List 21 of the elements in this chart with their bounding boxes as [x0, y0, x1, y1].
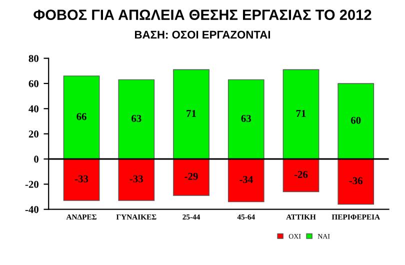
data-label: -34	[240, 176, 253, 184]
y-tick-label: 40	[28, 105, 38, 112]
y-tick-label: 0	[34, 156, 38, 163]
data-label: 66	[76, 113, 86, 120]
data-label: -33	[130, 175, 143, 182]
y-tick-label: 80	[28, 54, 38, 62]
data-label: 60	[351, 116, 361, 124]
y-tick-label: -20	[25, 180, 38, 188]
data-label: 63	[241, 114, 251, 122]
chart-subtitle: ΒΑΣΗ: ΟΣΟΙ ΕΡΓΑΖΟΝΤΑΙ	[134, 30, 270, 39]
data-label: 71	[296, 110, 306, 117]
data-label: -33	[74, 175, 88, 182]
data-label: 63	[132, 114, 142, 122]
y-tick-label: 20	[28, 130, 38, 138]
data-label: 71	[186, 110, 196, 117]
y-tick-label: 60	[28, 80, 38, 88]
chart-title: ΦΟΒΟΣ ΓΙΑ ΑΠΩΛΕΙΑ ΘΕΣΗΣ ΕΡΓΑΣΙΑΣ ΤΟ 2012	[34, 10, 372, 20]
data-label: -36	[349, 177, 363, 184]
y-tick-label: -40	[25, 206, 38, 214]
data-label: -29	[184, 172, 198, 180]
data-label: -26	[294, 170, 308, 178]
